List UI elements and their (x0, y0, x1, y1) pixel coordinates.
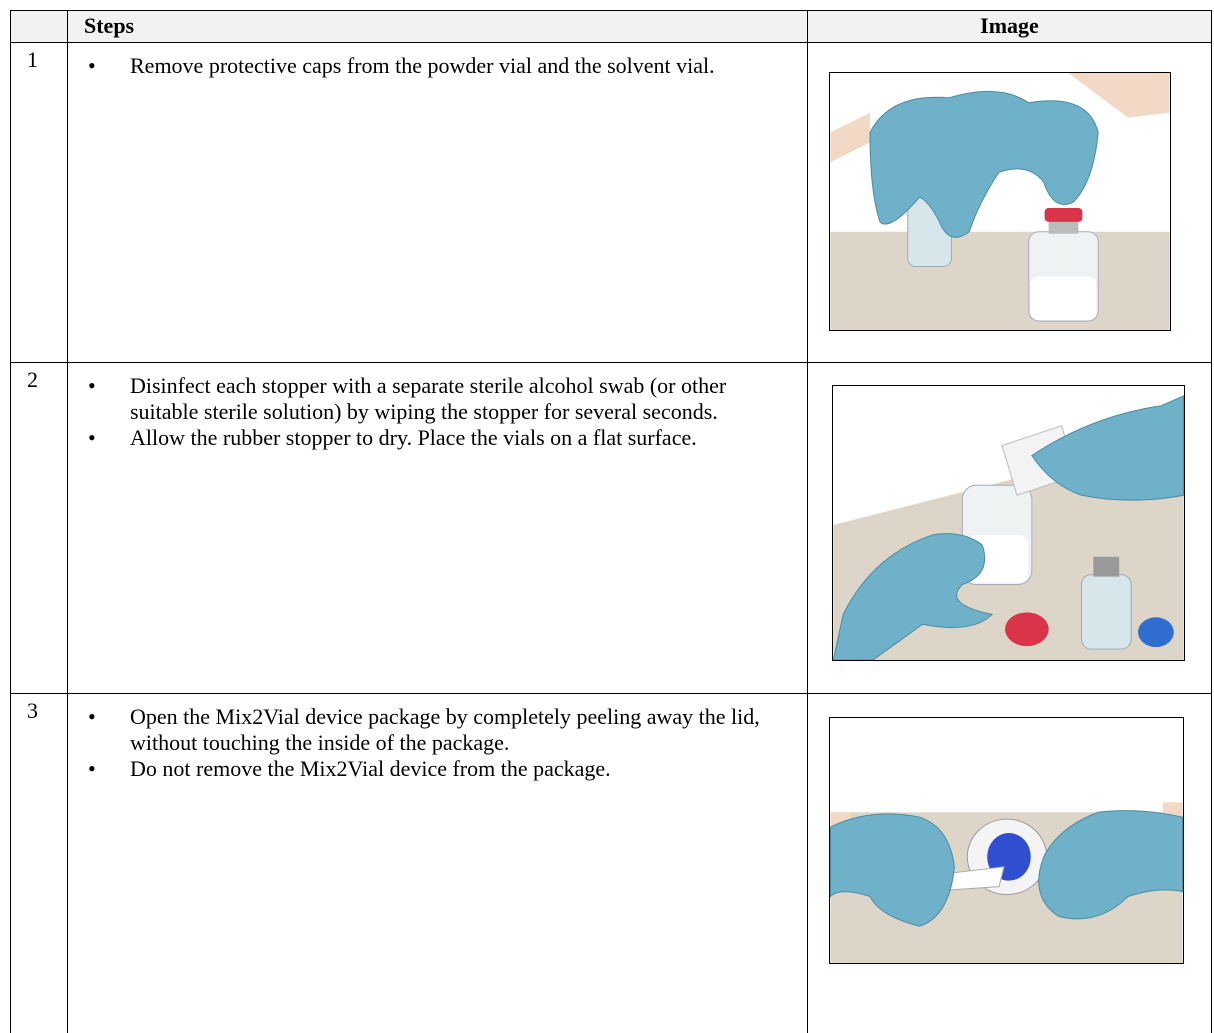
bullet-list: Remove protective caps from the powder v… (68, 53, 785, 79)
image-cell (807, 362, 1212, 693)
step-number: 2 (27, 367, 38, 392)
illustration-open-package (829, 717, 1184, 964)
header-cell: Image (807, 10, 1212, 42)
bullet: Allow the rubber stopper to dry. Place t… (68, 425, 785, 451)
header-image: Image (980, 13, 1039, 38)
step-number-cell: 3 (10, 693, 67, 1033)
bullet-list: Open the Mix2Vial device package by comp… (68, 704, 785, 782)
illustration-disinfect (832, 385, 1185, 661)
illustration-remove-caps (829, 72, 1171, 331)
step-cell: Remove protective caps from the powder v… (67, 42, 807, 362)
image-cell (807, 42, 1212, 362)
bullet: Open the Mix2Vial device package by comp… (68, 704, 785, 756)
bullet: Disinfect each stopper with a separate s… (68, 373, 785, 425)
image-cell (807, 693, 1212, 1033)
step-number: 1 (27, 47, 38, 72)
bullet: Do not remove the Mix2Vial device from t… (68, 756, 785, 782)
header-steps: Steps (84, 13, 135, 38)
header-cell: Steps (67, 10, 807, 42)
step-number-cell: 2 (10, 362, 67, 693)
bullet-list: Disinfect each stopper with a separate s… (68, 373, 785, 451)
step-number-cell: 1 (10, 42, 67, 362)
step-cell: Open the Mix2Vial device package by comp… (67, 693, 807, 1033)
step-number: 3 (27, 698, 38, 723)
header-cell (10, 10, 67, 42)
step-cell: Disinfect each stopper with a separate s… (67, 362, 807, 693)
bullet: Remove protective caps from the powder v… (68, 53, 785, 79)
